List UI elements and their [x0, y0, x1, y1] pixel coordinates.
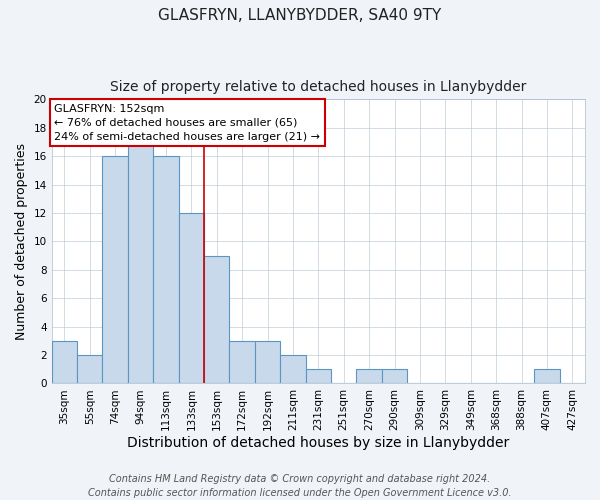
- Bar: [204, 256, 229, 384]
- Title: Size of property relative to detached houses in Llanybydder: Size of property relative to detached ho…: [110, 80, 527, 94]
- Bar: [305, 370, 331, 384]
- Text: Contains HM Land Registry data © Crown copyright and database right 2024.
Contai: Contains HM Land Registry data © Crown c…: [88, 474, 512, 498]
- Bar: [280, 355, 305, 384]
- Bar: [356, 370, 382, 384]
- Text: GLASFRYN: 152sqm
← 76% of detached houses are smaller (65)
24% of semi-detached : GLASFRYN: 152sqm ← 76% of detached house…: [55, 104, 320, 142]
- X-axis label: Distribution of detached houses by size in Llanybydder: Distribution of detached houses by size …: [127, 436, 509, 450]
- Bar: [229, 341, 255, 384]
- Y-axis label: Number of detached properties: Number of detached properties: [15, 143, 28, 340]
- Text: GLASFRYN, LLANYBYDDER, SA40 9TY: GLASFRYN, LLANYBYDDER, SA40 9TY: [158, 8, 442, 22]
- Bar: [128, 142, 153, 384]
- Bar: [382, 370, 407, 384]
- Bar: [534, 370, 560, 384]
- Bar: [179, 213, 204, 384]
- Bar: [52, 341, 77, 384]
- Bar: [77, 355, 103, 384]
- Bar: [255, 341, 280, 384]
- Bar: [153, 156, 179, 384]
- Bar: [103, 156, 128, 384]
